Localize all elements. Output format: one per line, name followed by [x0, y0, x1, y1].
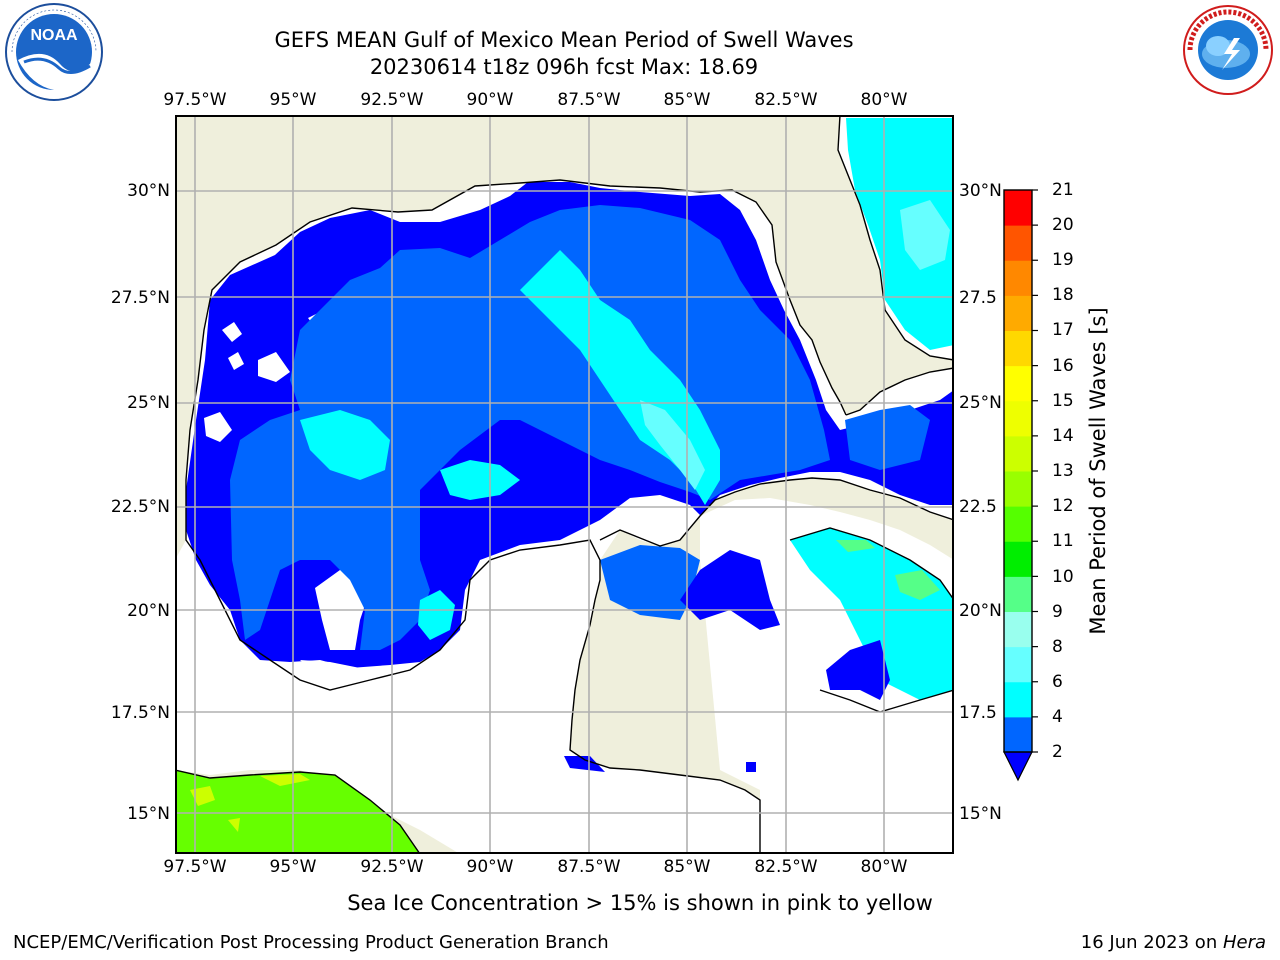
nodata-patch	[204, 312, 380, 686]
colorbar-segment	[1004, 506, 1032, 542]
lat-label-left: 15°N	[127, 804, 170, 824]
lon-label-top: 87.5°W	[557, 90, 621, 110]
colorbar-segment	[1004, 471, 1032, 507]
colorbar-segments	[1004, 190, 1032, 753]
pacific-swell	[175, 770, 420, 854]
colorbar-segment	[1004, 646, 1032, 683]
caribbean-swell	[790, 528, 954, 700]
lon-label-top: 97.5°W	[163, 90, 227, 110]
lat-label-right: 27.5	[959, 288, 997, 308]
map-graticule	[175, 115, 954, 854]
lon-label-bottom: 85°W	[663, 857, 711, 877]
colorbar-segment	[1004, 435, 1032, 472]
colorbar-segment	[1004, 295, 1032, 331]
colorbar-segment	[1004, 330, 1032, 367]
colorbar-segment	[1004, 681, 1032, 718]
caribbean-swell-high	[836, 540, 940, 600]
colorbar-tick-label: 20	[1052, 215, 1074, 235]
sea-ice-note: Sea Ice Concentration > 15% is shown in …	[0, 891, 1280, 915]
colorbar-under-arrow	[1003, 751, 1033, 782]
lon-label-bottom: 82.5°W	[754, 857, 818, 877]
footer-left: NCEP/EMC/Verification Post Processing Pr…	[13, 932, 609, 953]
lat-label-left: 25°N	[127, 393, 170, 413]
lon-label-bottom: 90°W	[466, 857, 514, 877]
colorbar-tick-label: 4	[1052, 707, 1063, 727]
colorbar-tick-label: 17	[1052, 320, 1074, 340]
map-title: GEFS MEAN Gulf of Mexico Mean Period of …	[274, 28, 854, 52]
noaa-logo: NOAA	[4, 2, 104, 102]
colorbar-segment	[1004, 365, 1032, 402]
colorbar-tick-label: 9	[1052, 602, 1063, 622]
lat-label-right: 22.5	[959, 497, 997, 517]
colorbar-tick-label: 16	[1052, 356, 1074, 376]
lon-label-bottom: 80°W	[860, 857, 908, 877]
colorbar-tick-label: 18	[1052, 285, 1074, 305]
colorbar-segment	[1004, 190, 1032, 226]
swell-fill-2-4	[230, 205, 930, 650]
lon-label-top: 92.5°W	[360, 90, 424, 110]
colorbar-tick-label: 15	[1052, 391, 1074, 411]
colorbar-segment	[1004, 716, 1032, 753]
colorbar-segment	[1004, 576, 1032, 612]
lat-label-left: 30°N	[127, 181, 170, 201]
lon-label-top: 82.5°W	[754, 90, 818, 110]
lon-label-bottom: 97.5°W	[163, 857, 227, 877]
colorbar-label: Mean Period of Swell Waves [s]	[1086, 307, 1110, 635]
lat-label-right: 17.5	[959, 703, 997, 723]
coastline	[175, 115, 954, 854]
lat-label-right: 25°N	[959, 393, 1002, 413]
colorbar-tick-label: 2	[1052, 742, 1063, 762]
lon-label-bottom: 87.5°W	[557, 857, 621, 877]
lon-label-top: 90°W	[466, 90, 514, 110]
lat-label-left: 17.5°N	[110, 703, 170, 723]
colorbar-segment	[1004, 225, 1032, 261]
colorbar-tick-label: 8	[1052, 637, 1063, 657]
noaa-logo-text: NOAA	[30, 27, 78, 44]
colorbar-tick-label: 12	[1052, 496, 1074, 516]
caribbean-swell-under	[564, 550, 890, 772]
lat-label-right: 30°N	[959, 181, 1002, 201]
sea-ice-note-text: Sea Ice Concentration > 15% is shown in …	[347, 891, 933, 915]
footer-date: 16 Jun 2023 on	[1080, 932, 1223, 953]
map-frame	[175, 115, 954, 854]
colorbar-tick-label: 21	[1052, 180, 1074, 200]
lat-label-left: 22.5°N	[110, 497, 170, 517]
colorbar-tick-label: 13	[1052, 461, 1074, 481]
colorbar	[1003, 189, 1038, 782]
colorbar-segment	[1004, 611, 1032, 648]
colorbar-tick-label: 10	[1052, 567, 1074, 587]
lon-label-bottom: 92.5°W	[360, 857, 424, 877]
colorbar-segment	[1004, 400, 1032, 437]
colorbar-tick-label: 11	[1052, 531, 1074, 551]
footer-machine: Hera	[1222, 932, 1266, 953]
colorbar-segment	[1004, 541, 1032, 577]
map-panel	[175, 115, 954, 854]
lon-label-top: 95°W	[269, 90, 317, 110]
colorbar-segment	[1004, 260, 1032, 296]
colorbar-tick-label: 14	[1052, 426, 1074, 446]
lat-label-right: 15°N	[959, 804, 1002, 824]
lon-label-bottom: 95°W	[269, 857, 317, 877]
colorbar-tick-label: 6	[1052, 672, 1063, 692]
colorbar-ticks	[1032, 189, 1038, 753]
nws-logo	[1178, 2, 1278, 98]
lat-label-left: 20°N	[127, 601, 170, 621]
footer-right: 16 Jun 2023 on Hera	[1081, 932, 1266, 953]
colorbar-tick-label: 19	[1052, 250, 1074, 270]
swell-fill-6-8	[640, 200, 950, 490]
swell-fill-4-6	[300, 118, 954, 640]
lon-label-top: 85°W	[663, 90, 711, 110]
pacific-swell-high	[190, 774, 310, 832]
lon-label-top: 80°W	[860, 90, 908, 110]
lat-label-left: 27.5°N	[110, 288, 170, 308]
map-subtitle: 20230614 t18z 096h fcst Max: 18.69	[369, 55, 759, 79]
lat-label-right: 20°N	[959, 601, 1002, 621]
